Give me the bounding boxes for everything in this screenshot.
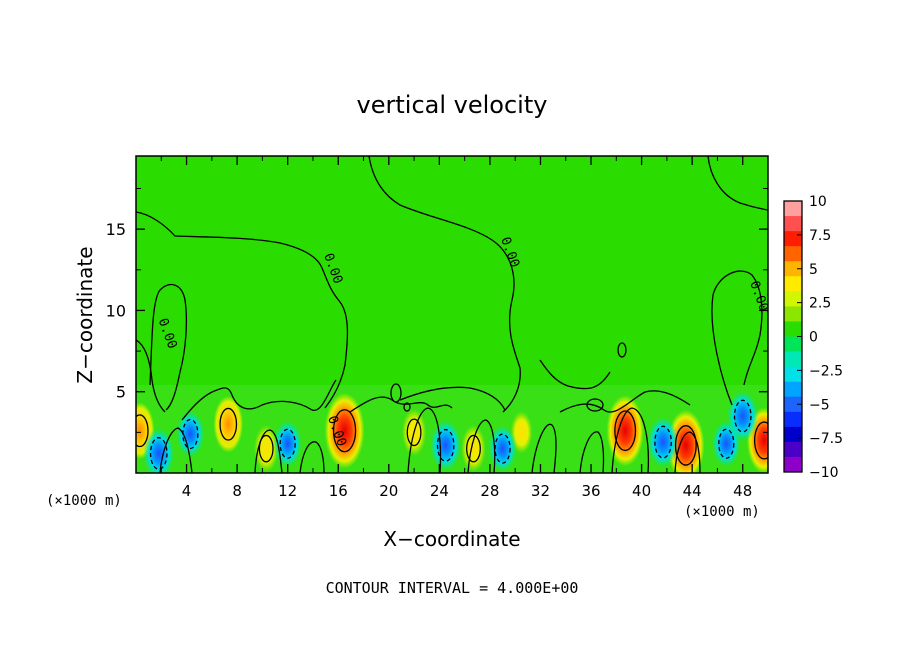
colorbar-segment: [784, 291, 802, 307]
contour-line-right-loop: [711, 270, 763, 406]
contour-cells-low: [159, 407, 701, 473]
updraft-contour: [258, 434, 274, 463]
y-tick-label: 15: [106, 220, 126, 239]
x-unit-right: (×1000 m): [684, 504, 760, 520]
x-tick-label: 44: [683, 482, 702, 500]
updraft-contour: [219, 407, 238, 441]
contour-small-1: [617, 342, 627, 358]
colorbar-segment: [784, 426, 802, 443]
plot-frame: [135, 155, 769, 474]
colorbar-label: 2.5: [809, 296, 831, 312]
colorbar-segment: [784, 216, 802, 232]
x-tick-label: 20: [379, 482, 398, 500]
colorbar-segment: [784, 276, 802, 292]
y-tick-label: 5: [116, 383, 126, 402]
contour-line-top-middle: [368, 156, 521, 413]
colorbar-segment: [784, 366, 802, 383]
x-unit-left: (×1000 m): [46, 493, 122, 509]
x-tick-label: 12: [278, 482, 297, 500]
plot-area: 0.000.00 0.000.000.00: [136, 156, 768, 473]
colorbar-segment: [784, 231, 802, 247]
colorbar: 10 7.5 5 2.5 0 −2.5 −5 −7.5 −10: [783, 194, 843, 481]
y-axis-label: Z−coordinate: [73, 246, 97, 383]
contour-small-3: [586, 398, 604, 412]
colorbar-label: −2.5: [809, 363, 843, 379]
colorbar-segment: [784, 246, 802, 262]
colorbar-segment: [784, 456, 802, 473]
contour-line-top-right: [707, 156, 768, 211]
updraft-cell: [213, 395, 244, 453]
colorbar-segment: [784, 396, 802, 413]
updraft-contour: [614, 410, 637, 452]
updraft-cell: [253, 425, 279, 473]
downdraft-cell: [273, 420, 302, 467]
colorbar-segment: [784, 336, 802, 353]
colorbar-segment: [784, 261, 802, 277]
colorbar-label: 10: [809, 194, 827, 210]
downdraft-cell: [647, 416, 679, 468]
downdraft-contour: [718, 428, 735, 459]
colorbar-segment: [784, 351, 802, 368]
downdraft-contour: [182, 418, 199, 450]
contour-interval-note: CONTOUR INTERVAL = 4.000E+00: [326, 579, 579, 597]
downdraft-contour: [279, 428, 296, 459]
updraft-contour: [332, 409, 357, 453]
x-tick-label: 28: [480, 482, 499, 500]
colorbar-segment: [784, 306, 802, 322]
colorbar-segment: [784, 441, 802, 458]
colorbar-label: −10: [809, 465, 839, 481]
colorbar-segment: [784, 381, 802, 398]
y-axis: 5 10 15: [106, 188, 768, 433]
downdraft-cell: [727, 390, 759, 442]
updraft-contour: [466, 434, 481, 463]
downdraft-contour: [149, 437, 168, 470]
x-tick-label: 8: [232, 482, 242, 500]
updraft-contour: [674, 425, 697, 466]
x-axis: 4 8 12 16 20 24 28 32 36 40 44 48: [160, 156, 752, 500]
updraft-contour: [136, 414, 149, 448]
downdraft-cell: [430, 420, 462, 471]
downdraft-cell: [176, 410, 205, 457]
colorbar-label: −5: [809, 397, 830, 413]
x-tick-label: 16: [329, 482, 348, 500]
x-tick-label: 24: [430, 482, 449, 500]
colorbar-segment: [784, 321, 802, 337]
colorbar-label: 5: [809, 262, 818, 278]
downdraft-cell: [143, 428, 175, 473]
updraft-contour: [753, 421, 768, 460]
downdraft-cell: [488, 425, 517, 472]
colorbar-segment: [784, 411, 802, 428]
contour-small-4: [403, 402, 411, 412]
downdraft-contour: [494, 433, 511, 464]
updraft-cell: [606, 395, 644, 467]
colorbar-label: −7.5: [809, 431, 843, 447]
colorbar-segment: [784, 201, 802, 217]
contour-line-mid-wave: [136, 339, 611, 413]
downdraft-contour: [733, 399, 752, 433]
x-tick-label: 36: [581, 482, 600, 500]
updraft-cell: [324, 392, 365, 469]
x-tick-label: 48: [733, 482, 752, 500]
x-tick-label: 32: [531, 482, 550, 500]
x-axis-label: X−coordinate: [383, 527, 520, 551]
x-tick-label: 4: [182, 482, 192, 500]
updraft-cell: [461, 425, 486, 473]
colorbar-label: 0: [809, 330, 818, 346]
updraft-contour: [406, 418, 422, 447]
contour-small-2: [390, 383, 402, 403]
colorbar-label: 7.5: [809, 228, 831, 244]
contour-line-left-loop: [149, 283, 188, 411]
contour-line-top-left: [136, 211, 349, 409]
chart-title: vertical velocity: [357, 91, 548, 119]
contour-line-low-band: [181, 379, 691, 421]
downdraft-contour: [436, 428, 455, 462]
y-tick-label: 10: [106, 301, 126, 320]
downdraft-contour: [654, 425, 672, 459]
x-tick-label: 40: [632, 482, 651, 500]
